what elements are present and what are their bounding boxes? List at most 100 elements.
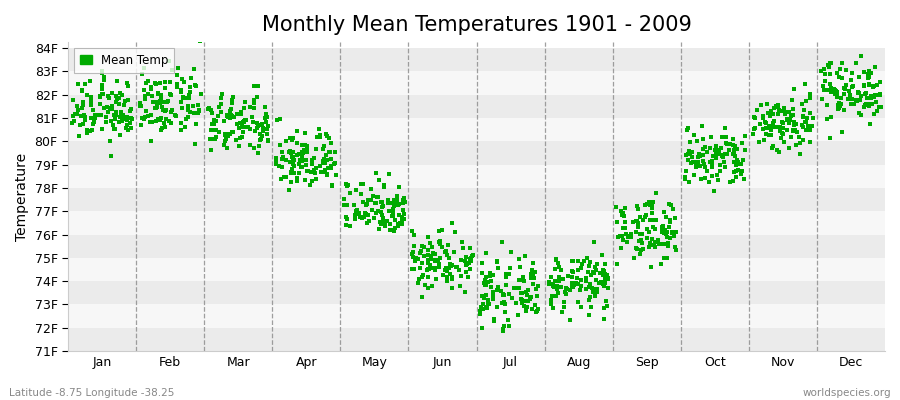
Point [697, 160, 711, 167]
Point [660, 228, 674, 235]
Point [156, 106, 170, 113]
Point [238, 99, 252, 106]
Point [444, 263, 458, 270]
Point [527, 275, 542, 282]
Point [316, 158, 330, 165]
Point [374, 208, 388, 215]
Point [654, 228, 669, 235]
Point [698, 174, 712, 181]
Bar [68, 71, 885, 94]
Point [771, 103, 786, 110]
Point [712, 150, 726, 156]
Point [571, 281, 585, 287]
Point [181, 107, 195, 113]
Point [86, 119, 101, 125]
Point [425, 244, 439, 251]
Point [775, 108, 789, 115]
Point [355, 215, 369, 222]
Point [518, 306, 533, 313]
Point [728, 174, 742, 180]
Point [693, 163, 707, 170]
Point [80, 130, 94, 136]
Point [357, 209, 372, 216]
Point [464, 254, 478, 261]
Point [552, 274, 566, 280]
Point [148, 79, 162, 86]
Point [726, 178, 741, 184]
Point [237, 118, 251, 124]
Point [93, 100, 107, 107]
Point [572, 267, 586, 274]
Point [664, 202, 679, 208]
Point [95, 82, 110, 88]
Point [866, 83, 880, 90]
Point [435, 244, 449, 250]
Point [850, 90, 865, 96]
Point [284, 150, 299, 156]
Point [715, 153, 729, 160]
Point [350, 207, 365, 214]
Point [846, 82, 860, 89]
Point [464, 256, 478, 263]
Point [662, 201, 677, 208]
Point [225, 129, 239, 136]
Point [586, 269, 600, 276]
Point [847, 101, 861, 107]
Point [114, 108, 129, 115]
Point [322, 148, 337, 155]
Point [382, 208, 396, 214]
Point [654, 241, 669, 247]
Point [155, 104, 169, 110]
Point [652, 240, 666, 247]
Point [852, 90, 867, 96]
Point [562, 286, 577, 293]
Point [610, 219, 625, 225]
Point [770, 102, 785, 108]
Point [513, 264, 527, 270]
Point [699, 149, 714, 156]
Point [696, 146, 710, 152]
Point [707, 146, 722, 153]
Point [214, 108, 229, 115]
Point [370, 193, 384, 200]
Point [857, 69, 871, 75]
Point [490, 258, 504, 265]
Point [174, 127, 188, 134]
Point [703, 159, 717, 165]
Point [520, 298, 535, 304]
Point [356, 214, 371, 220]
Point [316, 146, 330, 153]
Point [340, 202, 355, 208]
Point [551, 260, 565, 266]
Point [112, 119, 126, 126]
Point [272, 162, 286, 169]
Point [634, 247, 648, 253]
Point [688, 159, 702, 165]
Point [746, 131, 760, 137]
Point [376, 184, 391, 190]
Point [146, 99, 160, 105]
Point [454, 272, 469, 279]
Point [486, 272, 500, 278]
Point [789, 128, 804, 135]
Title: Monthly Mean Temperatures 1901 - 2009: Monthly Mean Temperatures 1901 - 2009 [262, 15, 691, 35]
Point [776, 120, 790, 126]
Point [712, 147, 726, 154]
Point [203, 136, 218, 142]
Point [544, 293, 559, 299]
Point [823, 60, 837, 66]
Point [202, 104, 217, 111]
Point [644, 236, 659, 243]
Point [348, 211, 363, 217]
Point [662, 235, 677, 242]
Point [616, 224, 630, 231]
Point [381, 197, 395, 203]
Point [624, 231, 638, 237]
Point [247, 144, 261, 151]
Point [328, 149, 343, 155]
Point [524, 275, 538, 281]
Point [459, 260, 473, 267]
Point [617, 205, 632, 212]
Point [412, 265, 427, 271]
Point [573, 287, 588, 293]
